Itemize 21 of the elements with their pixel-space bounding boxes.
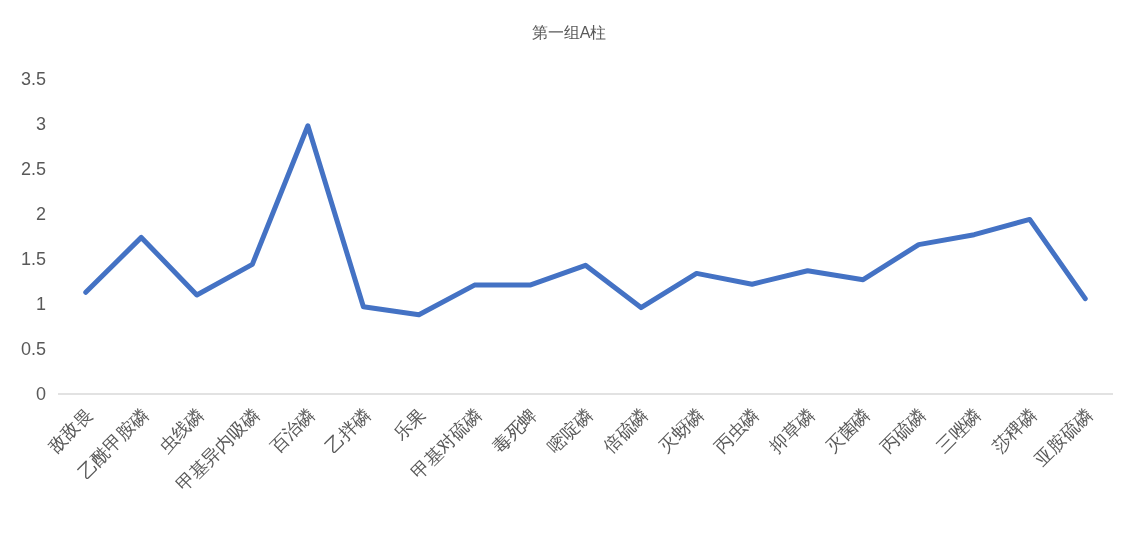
x-tick-label: 乐果 (390, 404, 430, 445)
y-tick-label: 0 (35, 384, 46, 404)
x-tick-label: 乙拌磷 (321, 404, 375, 458)
x-tick-label: 丙虫磷 (710, 404, 763, 458)
x-tick-label: 倍硫磷 (599, 404, 652, 458)
y-tick-label: 2.5 (20, 159, 46, 179)
title: 第一组A柱 (531, 24, 607, 41)
x-tick-label: 灭蚜磷 (655, 404, 708, 458)
x-tick-label: 抑草磷 (766, 404, 819, 458)
y-tick-label: 3 (35, 114, 46, 134)
x-tick-label: 毒死蜱 (488, 404, 541, 458)
y-tick-label: 2 (35, 204, 46, 224)
y-tick-label: 1 (35, 294, 46, 314)
y-tick-label: 1.5 (20, 249, 46, 269)
y-tick-label: 3.5 (20, 69, 46, 89)
x-tick-label: 灭菌磷 (821, 404, 874, 458)
y-tick-label: 0.5 (20, 339, 46, 359)
x-tick-label: 嘧啶磷 (544, 404, 597, 458)
x-tick-label: 百治磷 (266, 404, 319, 458)
x-tick-label: 三唑磷 (932, 404, 986, 458)
x-tick-label: 丙硫磷 (877, 404, 930, 458)
